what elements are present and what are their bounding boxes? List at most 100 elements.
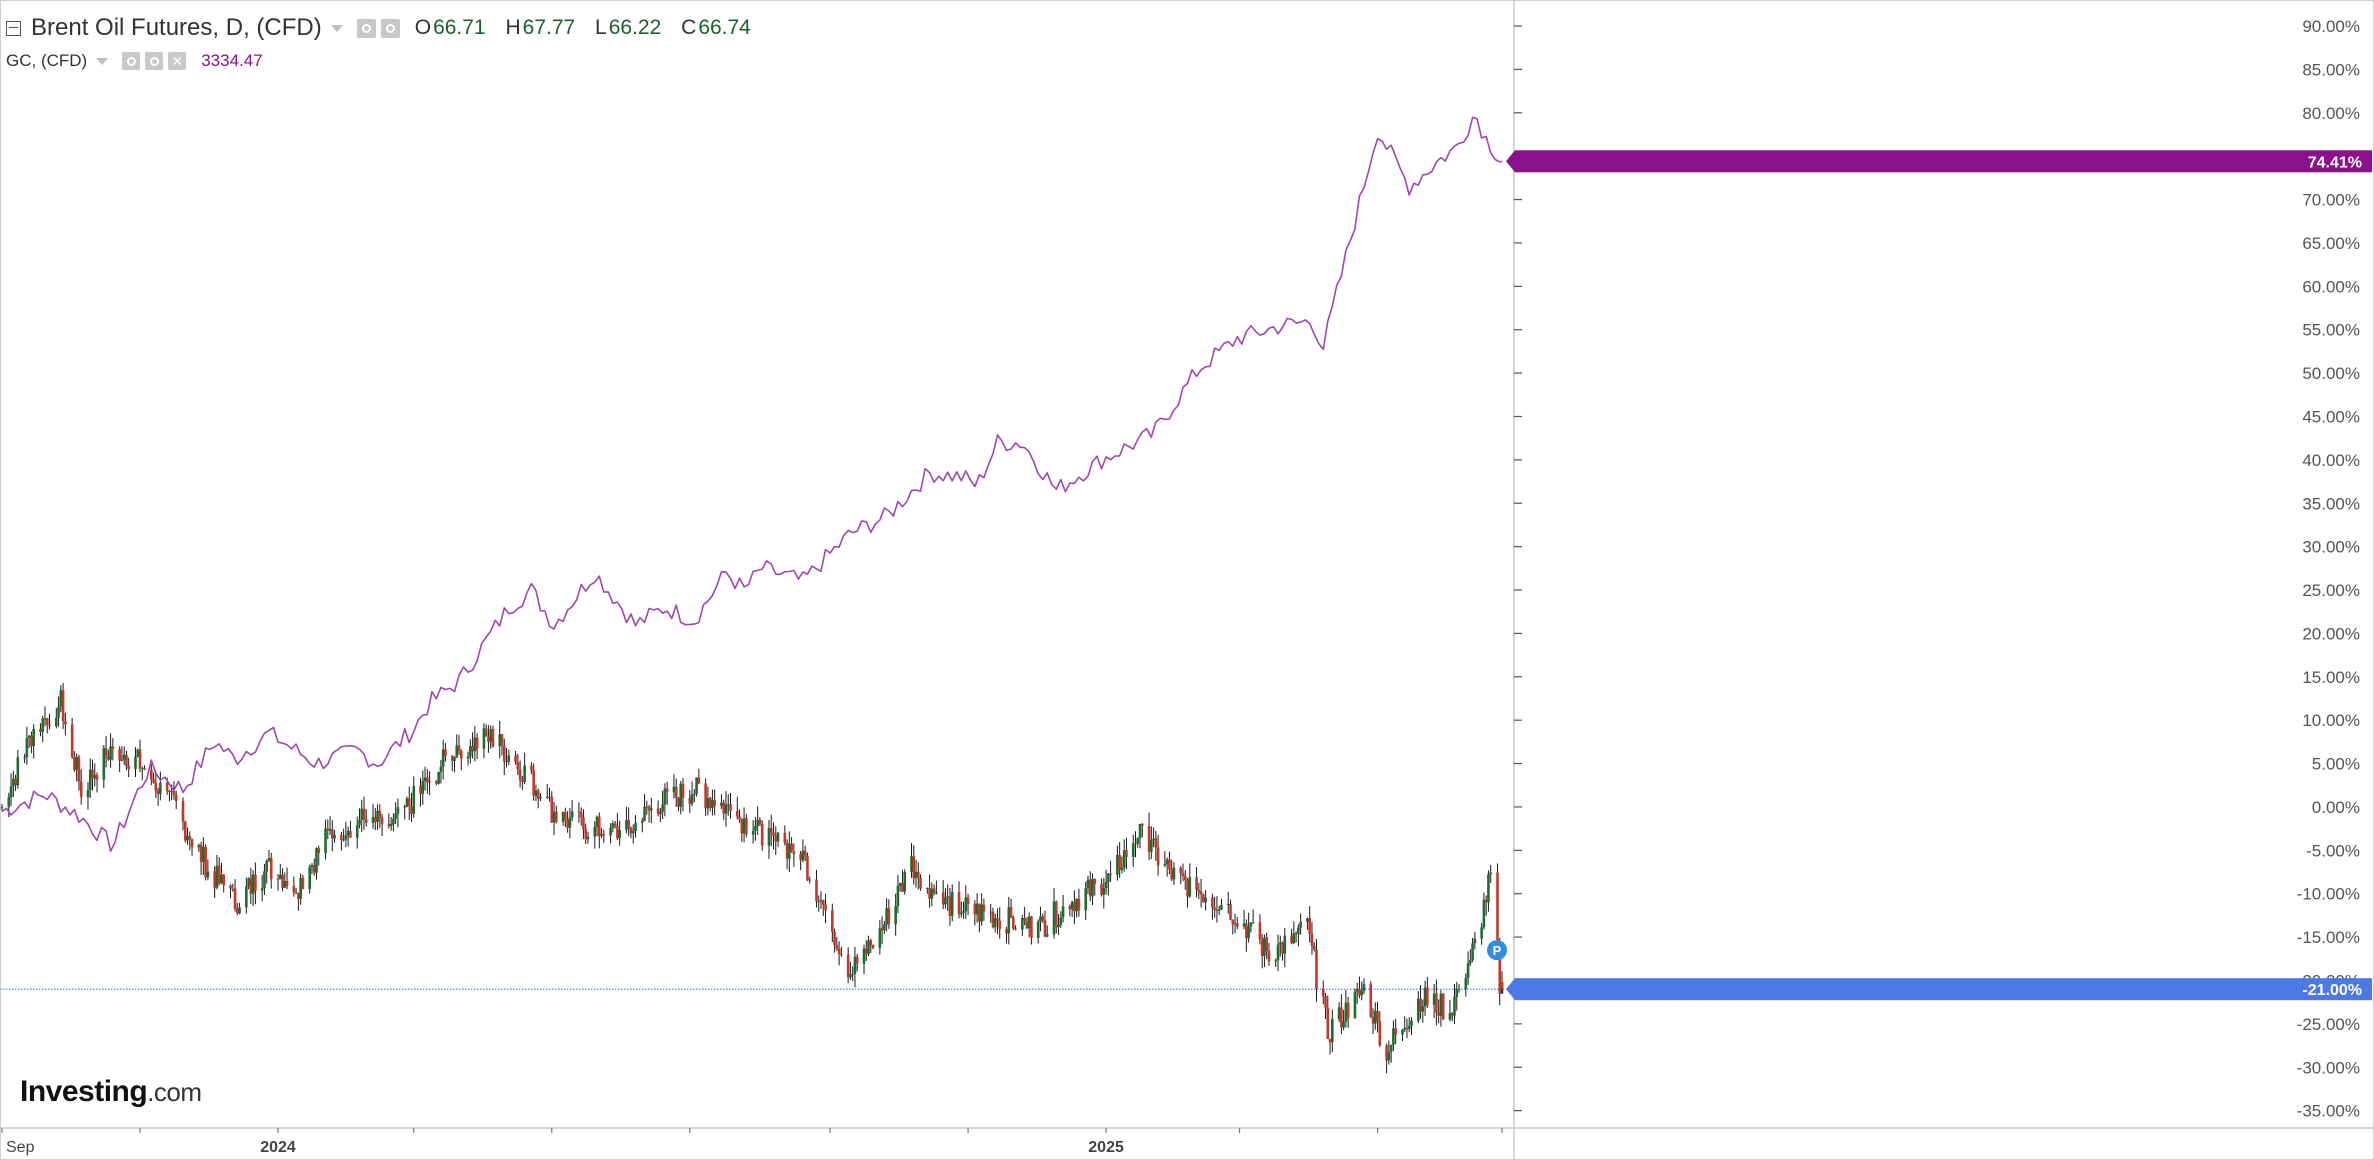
candle-body [86,789,90,798]
logo-suffix: .com [147,1077,202,1107]
candle-body [1021,917,1024,930]
candle-body [360,808,364,820]
candle-body [659,811,662,815]
ohlc-values: O66.71 H67.77 L66.22 C66.74 [415,16,765,40]
candle-body [903,872,907,892]
candle-body [104,747,108,757]
candle-body [998,920,1002,930]
candle-body [1181,873,1185,877]
chevron-down-icon[interactable] [330,24,343,32]
candle-body [1131,843,1135,858]
candle-body [665,788,669,793]
candle-body [156,790,160,795]
candle-body [735,810,739,817]
candle-body [1439,993,1443,1016]
candle-body [724,804,728,814]
candle-body [1030,916,1033,938]
candle-body [1125,850,1128,858]
candle-body [550,796,554,823]
candle-body [613,823,617,826]
candle-body [376,810,379,822]
candle-body [1324,996,1327,1008]
candle-body [1326,1007,1330,1040]
candle-body [564,811,567,820]
chevron-down-icon[interactable] [96,57,109,65]
candle-body [1043,920,1047,937]
visibility-toggle-icon[interactable] [122,52,141,70]
candle-body [111,746,115,749]
candle-body [1401,1029,1404,1035]
high-value: 67.77 [522,16,576,39]
candle-body [154,782,158,791]
candle-body [690,794,694,804]
candle-body [708,798,712,808]
compare-series-title[interactable]: GC, (CFD) [6,51,88,70]
brent-last-value-badge-bg [1515,978,2372,1001]
visibility-toggle-icon[interactable] [356,18,376,38]
candle-body [1102,888,1106,895]
candle-body [1215,909,1219,911]
candle-body [1041,916,1045,921]
candle-body [996,918,999,921]
candle-body [30,735,33,747]
candle-body [473,737,477,752]
candle-body [265,860,269,872]
candle-body [12,778,15,787]
candle-body [1312,945,1316,950]
candle-body [1290,935,1293,944]
candle-body [584,829,588,840]
candle-body [539,796,542,799]
remove-series-icon[interactable] [168,52,187,70]
settings-gear-icon[interactable] [145,52,164,70]
low-value: 66.22 [608,16,662,39]
collapse-legend-icon[interactable] [6,20,21,36]
candle-body [1213,907,1216,910]
candle-body [54,717,58,727]
y-tick-label: 60.00% [2302,277,2360,296]
candle-body [1186,879,1189,897]
candle-body [993,918,997,928]
candle-body [297,893,300,899]
candle-body [880,928,884,931]
candle-body [878,928,882,948]
main-series-title[interactable]: Brent Oil Futures, D, (CFD) [31,14,322,41]
candle-body [1407,1025,1411,1030]
candle-body [1437,1012,1440,1016]
y-tick-label: 70.00% [2302,191,2360,210]
candle-body [1235,923,1239,927]
candle-body [491,728,495,747]
candle-body [803,850,807,856]
candle-body [9,786,13,798]
candle-body [634,822,637,832]
candle-body [656,808,660,815]
candle-body [1172,867,1176,880]
main-series-legend: Brent Oil Futures, D, (CFD) O66.71 H67.7… [6,14,765,42]
candle-body [380,817,384,824]
candle-body [1403,1027,1407,1030]
candle-body [1188,877,1192,897]
candle-body [631,831,635,834]
brent-last-value-badge-label: -21.00% [2302,982,2362,999]
candle-body [407,798,411,807]
candle-body [358,819,361,826]
candle-body [1150,840,1153,852]
candle-body [204,846,207,878]
x-tick-label: Sep [6,1139,35,1156]
candle-body [317,848,321,853]
candle-body [459,750,463,759]
candle-body [500,734,504,746]
settings-gear-icon[interactable] [380,18,400,38]
candle-body [801,850,805,861]
candle-body [281,874,284,888]
candle-body [308,867,311,890]
candle-body [1419,998,1422,1012]
candle-body [862,948,866,964]
candle-body [61,690,65,722]
candle-body [1091,879,1094,897]
candle-body [1480,927,1483,939]
candle-body [1007,907,1011,934]
y-tick-label: -15.00% [2297,928,2360,947]
candle-body [769,827,773,833]
candle-body [1385,1045,1388,1061]
